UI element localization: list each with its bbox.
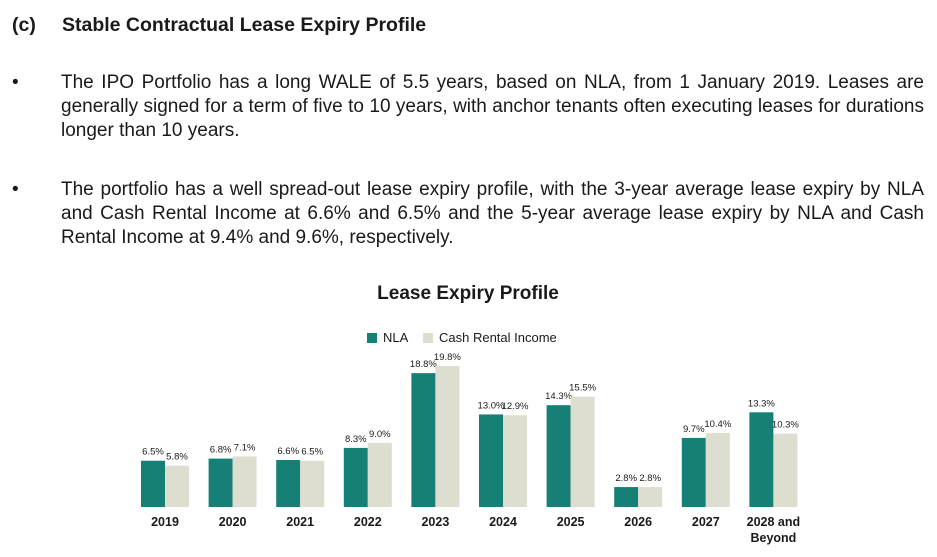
data-label: 6.5% bbox=[301, 447, 323, 458]
x-tick-label: 2022 bbox=[354, 515, 382, 529]
section-title: Stable Contractual Lease Expiry Profile bbox=[62, 14, 427, 36]
bullet-text: The portfolio has a well spread-out leas… bbox=[61, 179, 924, 248]
legend-label-nla: NLA bbox=[383, 330, 409, 345]
bar-cash-rental-income bbox=[638, 487, 663, 507]
bar-cash-rental-income bbox=[232, 456, 257, 507]
data-label: 14.3% bbox=[545, 391, 572, 402]
legend-swatch-cash-rental-income bbox=[423, 333, 433, 343]
bar-cash-rental-income bbox=[435, 366, 460, 507]
section-heading: (c) Stable Contractual Lease Expiry Profi… bbox=[12, 14, 426, 37]
lease-expiry-chart: Lease Expiry Profile NLA Cash Rental Inc… bbox=[141, 283, 800, 545]
data-label: 6.6% bbox=[277, 446, 299, 457]
bar-nla bbox=[681, 437, 706, 507]
x-axis-labels: 2019 2020 2021 2022 2023 2024 2025 2026 2027 2028… bbox=[151, 515, 800, 545]
data-label: 10.3% bbox=[772, 420, 799, 431]
bullet-icon: • bbox=[12, 179, 19, 200]
bar-cash-rental-income bbox=[705, 432, 730, 507]
bar-nla bbox=[411, 373, 436, 507]
data-label: 6.8% bbox=[210, 445, 232, 456]
data-label: 7.1% bbox=[234, 442, 256, 453]
bars-group: 6.5% 5.8%6.8% 7.1% 6.6% 6.5%8.3% 9.0%18.8%19.… bbox=[141, 352, 799, 507]
bar-nla bbox=[614, 487, 639, 507]
bar-cash-rental-income bbox=[367, 442, 392, 507]
bar-cash-rental-income bbox=[300, 460, 325, 507]
data-label: 9.7% bbox=[683, 424, 705, 435]
bullet-item: • The portfolio has a well spread-out le… bbox=[12, 178, 924, 250]
data-label: 6.5% bbox=[142, 447, 164, 458]
x-tick-label: 2025 bbox=[557, 515, 585, 529]
x-tick-label: 2021 bbox=[286, 515, 314, 529]
bar-cash-rental-income bbox=[570, 396, 595, 507]
data-label: 2.8% bbox=[615, 473, 637, 484]
data-label: 18.8% bbox=[410, 359, 437, 370]
bar-cash-rental-income bbox=[165, 465, 189, 507]
x-tick-label: 2026 bbox=[624, 515, 652, 529]
x-tick-label: 2019 bbox=[151, 515, 179, 529]
data-label: 15.5% bbox=[569, 383, 596, 394]
bar-nla bbox=[343, 447, 368, 507]
data-label: 8.3% bbox=[345, 434, 367, 445]
x-tick-label: 2024 bbox=[489, 515, 517, 529]
x-tick-label: 2020 bbox=[219, 515, 247, 529]
bar-nla bbox=[546, 405, 571, 507]
bullet-text: The IPO Portfolio has a long WALE of 5.5… bbox=[61, 72, 924, 141]
bar-cash-rental-income bbox=[503, 415, 527, 507]
data-label: 12.9% bbox=[502, 401, 529, 412]
chart-title: Lease Expiry Profile bbox=[377, 283, 559, 304]
bar-nla bbox=[141, 460, 165, 507]
data-label: 2.8% bbox=[639, 473, 661, 484]
bar-cash-rental-income bbox=[773, 433, 798, 507]
bar-nla bbox=[276, 460, 301, 507]
data-label: 5.8% bbox=[166, 452, 188, 463]
bullet-icon: • bbox=[12, 72, 19, 93]
data-label: 13.0% bbox=[478, 400, 505, 411]
bullet-item: • The IPO Portfolio has a long WALE of 5… bbox=[12, 71, 924, 143]
legend-label-cash-rental-income: Cash Rental Income bbox=[439, 330, 557, 345]
bar-nla bbox=[749, 412, 774, 507]
legend-swatch-nla bbox=[367, 333, 377, 343]
bar-nla bbox=[208, 458, 233, 507]
data-label: 10.4% bbox=[704, 419, 731, 430]
x-tick-label: 2028 and Beyond bbox=[747, 515, 801, 545]
data-label: 9.0% bbox=[369, 429, 391, 440]
chart-legend: NLA Cash Rental Income bbox=[367, 330, 557, 345]
x-tick-label: 2027 bbox=[692, 515, 720, 529]
x-tick-label: 2023 bbox=[421, 515, 449, 529]
section-number: (c) bbox=[12, 14, 36, 36]
bar-nla bbox=[479, 414, 503, 507]
data-label: 13.3% bbox=[748, 398, 775, 409]
data-label: 19.8% bbox=[434, 352, 461, 363]
